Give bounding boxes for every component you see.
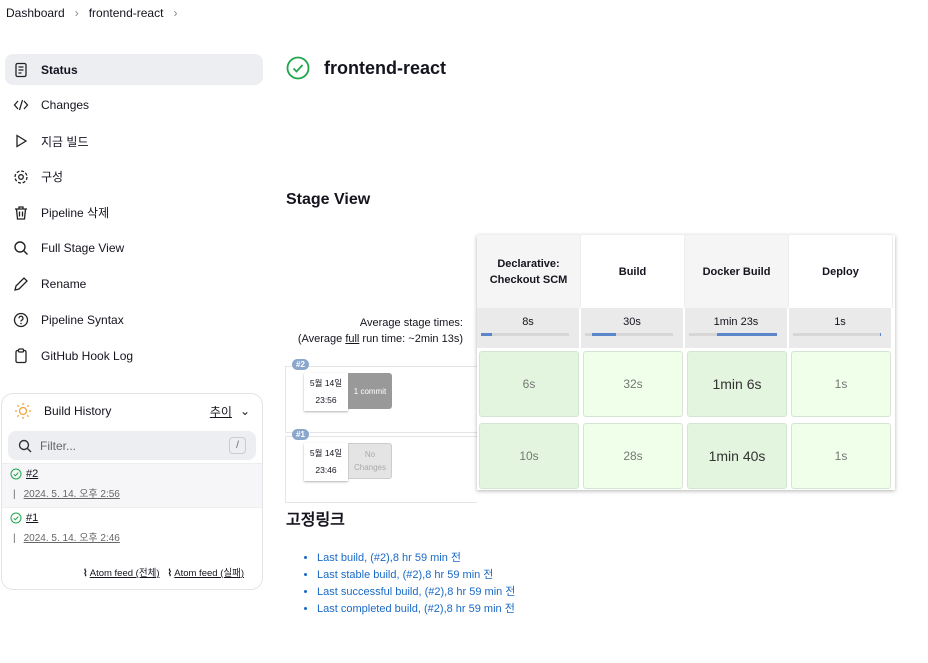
stage-cell[interactable]: 10s (479, 423, 579, 489)
shortcut-key: / (229, 437, 246, 454)
trash-icon (15, 206, 27, 220)
stage-header: Docker Build (685, 235, 789, 308)
build-history: Build History 추이 ⌄ Filter... / #2 | 2024. … (1, 393, 263, 590)
build-item[interactable]: #1 | 2024. 5. 14. 오후 2:46 (2, 507, 262, 551)
page-title: frontend-react (286, 56, 446, 80)
breadcrumb-job[interactable]: frontend-react (88, 6, 164, 20)
sidebar-item-label: Pipeline Syntax (41, 313, 124, 328)
stage-header: Declarative: Checkout SCM (477, 235, 581, 308)
permalink[interactable]: Last stable build, (#2),8 hr 59 min 전 (317, 567, 515, 584)
stage-cell[interactable]: 28s (583, 423, 683, 489)
stage-average: 8s (477, 308, 581, 348)
permalinks-heading: 고정링크 (286, 512, 345, 529)
full-link[interactable]: full (345, 333, 360, 345)
sidebar-item-pipeline-syntax[interactable]: Pipeline Syntax (5, 305, 263, 336)
clipboard-icon (15, 348, 27, 364)
sidebar-item-label: 구성 (41, 170, 64, 185)
run-date: 5월 14일 23:46 (304, 443, 348, 481)
filter-placeholder: Filter... (40, 438, 77, 453)
stage-cell[interactable]: 1s (791, 351, 891, 417)
sidebar-item-구성[interactable]: 구성 (5, 161, 263, 192)
stage-view-heading: Stage View (286, 191, 371, 208)
sidebar-item-full-stage-view[interactable]: Full Stage View (5, 233, 263, 264)
sidebar-item-label: Pipeline 삭제 (41, 206, 110, 221)
run-date: 5월 14일 23:56 (304, 373, 348, 411)
breadcrumb-dashboard[interactable]: Dashboard (6, 6, 65, 20)
rss-icon: ⌇ (167, 568, 173, 579)
permalink[interactable]: Last successful build, (#2),8 hr 59 min … (317, 584, 515, 601)
stage-cell[interactable]: 1min 6s (687, 351, 787, 417)
build-number-link[interactable]: #1 (26, 512, 39, 524)
sun-icon (15, 403, 31, 419)
sidebar-item-github-hook-log[interactable]: GitHub Hook Log (5, 340, 263, 371)
run-badge[interactable]: #1 (292, 429, 309, 440)
stage-header: Build (581, 235, 685, 308)
sidebar-item-label: GitHub Hook Log (41, 348, 134, 363)
chevron-right-icon: › (173, 6, 178, 20)
stage-average-bar (793, 333, 881, 336)
sidebar-item-changes[interactable]: Changes (5, 90, 263, 121)
code-icon (13, 100, 29, 111)
stage-average: 1s (789, 308, 893, 348)
stage-column: Deploy 1s 1s 1s (789, 235, 893, 492)
stage-average: 1min 23s (685, 308, 789, 348)
stage-column: Declarative: Checkout SCM 8s 6s 10s (477, 235, 581, 492)
sidebar-item-rename[interactable]: Rename (5, 269, 263, 300)
sidebar-item-status[interactable]: Status (5, 54, 263, 85)
run-row: #2 5월 14일 23:56 1 commit (285, 359, 477, 433)
search-icon (18, 439, 32, 452)
run-changes[interactable]: 1 commit (348, 373, 392, 409)
run-changes[interactable]: No Changes (348, 443, 392, 479)
job-name: frontend-react (324, 57, 447, 78)
pencil-icon (14, 277, 28, 292)
help-icon (13, 312, 29, 328)
document-icon (15, 62, 27, 77)
sidebar-item-label: Full Stage View (41, 241, 125, 256)
sidebar-item-label: Rename (41, 277, 87, 292)
stage-average: 30s (581, 308, 685, 348)
success-icon (10, 468, 22, 480)
stage-cell[interactable]: 1s (791, 423, 891, 489)
stage-column: Docker Build 1min 23s 1min 6s 1min 40s (685, 235, 789, 492)
sidebar-item-label: Status (41, 62, 78, 77)
search-icon (14, 241, 28, 256)
sidebar-item-label: Changes (41, 98, 90, 113)
chevron-right-icon: › (74, 6, 79, 20)
atom-feed-failed[interactable]: ⌇ Atom feed (실패) (167, 568, 244, 579)
permalinks-list: Last build, (#2),8 hr 59 min 전Last stabl… (303, 550, 515, 618)
stage-average-bar (585, 333, 673, 336)
stage-average-bar (481, 333, 569, 336)
stage-average-bar (689, 333, 777, 336)
atom-feed-all[interactable]: ⌇ Atom feed (전체) (82, 568, 160, 579)
stage-column: Build 30s 32s 28s (581, 235, 685, 492)
build-number-link[interactable]: #2 (26, 468, 39, 480)
sidebar-item-지금-빌드[interactable]: 지금 빌드 (5, 126, 263, 157)
trend-link[interactable]: 추이 (209, 404, 232, 419)
gear-icon (14, 170, 28, 184)
success-icon (10, 512, 22, 524)
success-check-icon (286, 56, 310, 80)
sidebar-item-pipeline-삭제[interactable]: Pipeline 삭제 (5, 197, 263, 228)
stage-cell[interactable]: 6s (479, 351, 579, 417)
build-date-link[interactable]: 2024. 5. 14. 오후 2:56 (23, 489, 120, 500)
sidebar-item-label: 지금 빌드 (41, 134, 89, 149)
stage-cell[interactable]: 32s (583, 351, 683, 417)
rss-icon: ⌇ (82, 568, 88, 579)
chevron-down-icon[interactable]: ⌄ (239, 404, 250, 418)
build-history-title: Build History (44, 404, 112, 418)
run-badge[interactable]: #2 (292, 359, 309, 370)
stage-header: Deploy (789, 235, 893, 308)
build-date-link[interactable]: 2024. 5. 14. 오후 2:46 (23, 533, 120, 544)
average-times-label: Average stage times: (Average full run ti… (297, 317, 463, 345)
play-icon (16, 134, 28, 148)
build-item[interactable]: #2 | 2024. 5. 14. 오후 2:56 (2, 463, 262, 507)
breadcrumb: Dashboard › frontend-react › (6, 6, 177, 20)
permalink[interactable]: Last completed build, (#2),8 hr 59 min 전 (317, 601, 515, 618)
stage-cell[interactable]: 1min 40s (687, 423, 787, 489)
permalink[interactable]: Last build, (#2),8 hr 59 min 전 (317, 550, 515, 567)
filter-input[interactable]: Filter... / (8, 431, 256, 460)
run-row: #1 5월 14일 23:46 No Changes (285, 429, 477, 503)
